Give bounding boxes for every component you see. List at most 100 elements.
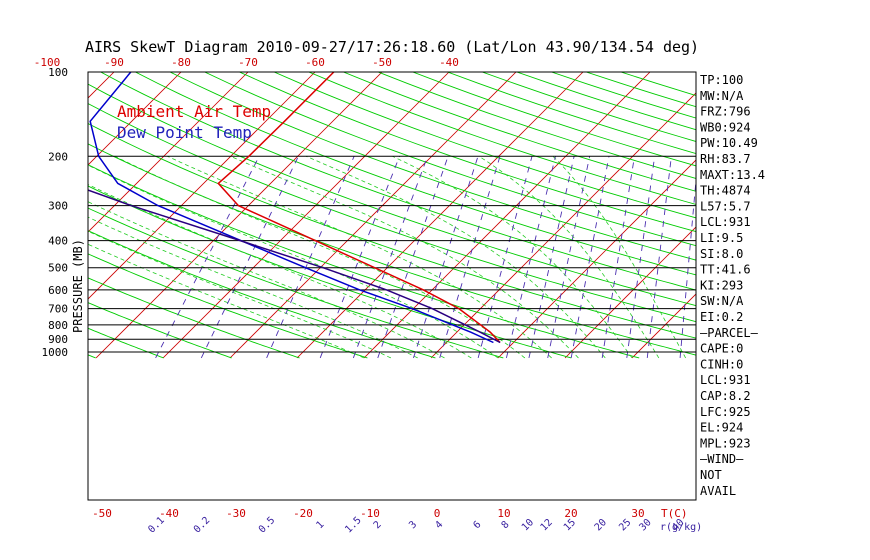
top-temp-tick-label: -90 [104,56,124,69]
pressure-tick-label: 300 [48,200,68,213]
dry-adiabat-line [377,72,696,179]
stat-item: RH:83.7 [700,152,751,166]
mixing-ratio-tick-label: 4 [433,519,445,531]
dry-adiabat-line [100,72,696,291]
dry-adiabat-line [308,72,696,205]
bottom-temp-tick-label: 0 [434,507,441,520]
dry-adiabat-line [88,253,368,359]
stat-item: TP:100 [700,73,743,87]
isotherm-line [833,66,870,358]
bottom-temp-tick-label: 30 [631,507,644,520]
mixing-ratio-tick-label: 12 [539,517,555,533]
dry-adiabat-line [88,143,696,356]
moist-adiabat-line [392,155,633,359]
bottom-temp-axis: -50 -40 -30 -20 -10 0 10 20 30 [92,507,645,520]
pressure-tick-label: 500 [48,262,68,275]
pressure-tick-label: 700 [48,303,68,316]
isotherm-line [363,72,651,359]
pressure-tick-label: 800 [48,319,68,332]
mixing-ratio-tick-label: 6 [472,519,484,531]
plot-frame [87,71,697,501]
top-temp-tick-label: -40 [439,56,459,69]
top-temp-axis: -120-110-100-90-80-70-60-50-40 [34,56,459,69]
pressure-tick-label: 100 [48,66,68,79]
moist-adiabat-line [114,155,526,359]
moist-adiabat-line [88,184,472,359]
stat-item: KI:293 [700,278,743,292]
legend: Ambient Air Temp Dew Point Temp [117,102,271,142]
mixing-ratio-line [679,175,696,358]
moist-adiabat-line [478,155,660,359]
parcel-line [88,189,501,344]
dry-adiabat-line [88,277,300,359]
moist-adiabat-line [305,155,606,359]
mixing-ratio-tick-label: 0.5 [257,515,278,536]
mixing-ratio-line [570,156,610,359]
mixing-ratio-tick-label: 2 [372,519,384,531]
stat-item: LCL:931 [700,373,751,387]
mixing-ratio-tick-label: 20 [593,517,609,533]
mixing-ratio-line [547,156,591,359]
top-temp-tick-label: -60 [305,56,325,69]
stat-item: EL:924 [700,421,743,435]
stat-item: —PARCEL— [700,326,759,340]
stat-item: MW:N/A [700,89,744,103]
mixing-ratio-line [477,156,533,359]
stat-item: L57:5.7 [700,199,751,213]
mixing-ratio-unit-label: r(g/kg) [660,522,702,533]
dry-adiabat-line [204,72,696,247]
dry-adiabat-line [88,83,696,307]
top-temp-tick-label: -100 [34,56,61,69]
isotherm-line [497,159,696,359]
stat-item: TH:4874 [700,184,751,198]
stat-item: SI:8.0 [700,247,743,261]
moist-adiabat-line [230,155,579,359]
isotherm-line [564,226,696,359]
stat-item: SW:N/A [700,294,744,308]
dry-adiabat-line [0,72,28,358]
bottom-temp-tick-label: -20 [293,507,313,520]
isotherm-line [88,72,249,233]
series-layer [88,72,501,344]
chart-title: AIRS SkewT Diagram 2010-09-27/17:26:18.6… [85,38,699,56]
dry-adiabat-line [88,302,232,359]
dry-adiabat-line [273,72,696,219]
stat-item: NOT [700,468,722,482]
bottom-temp-tick-label: -40 [159,507,179,520]
bottom-temp-tick-label: 10 [497,507,510,520]
dry-adiabat-line [88,327,164,359]
grid-layer [0,66,870,359]
mixing-ratio-tick-label: 3 [407,519,419,531]
mixing-ratio-line [505,156,556,359]
dry-adiabat-line [88,164,640,359]
stat-item: FRZ:796 [700,105,751,119]
mixing-ratio-line [377,156,449,359]
moist-adiabat-line [88,164,499,359]
legend-ambient-air-temp: Ambient Air Temp [117,102,271,121]
isotherm-line [88,72,316,300]
stat-item: MAXT:13.4 [700,168,765,182]
dry-adiabat-line [135,72,696,276]
pressure-tick-label: 400 [48,235,68,248]
top-temp-tick-label: -80 [171,56,191,69]
dry-adiabat-line [239,72,696,233]
pressure-tick-label: 900 [48,333,68,346]
mixing-ratio-line [319,156,400,359]
x-axis-unit-label: T(C) [661,507,688,520]
pressure-tick-label: 600 [48,284,68,297]
isotherm-line [766,66,870,358]
mixing-ratio-tick-label: 8 [500,519,512,531]
legend-dew-point-temp: Dew Point Temp [117,123,252,142]
stat-item: WB0:924 [700,120,751,134]
isotherm-line [0,66,53,358]
stat-item: PW:10.49 [700,136,758,150]
mixing-ratio-line [528,156,575,359]
mixing-ratio-line [266,156,355,359]
pressure-tick-label: 1000 [42,346,69,359]
mixing-ratio-line [646,156,672,358]
stat-item: —WIND— [700,452,744,466]
dry-adiabat-line [88,207,504,359]
bottom-temp-tick-label: -30 [226,507,246,520]
